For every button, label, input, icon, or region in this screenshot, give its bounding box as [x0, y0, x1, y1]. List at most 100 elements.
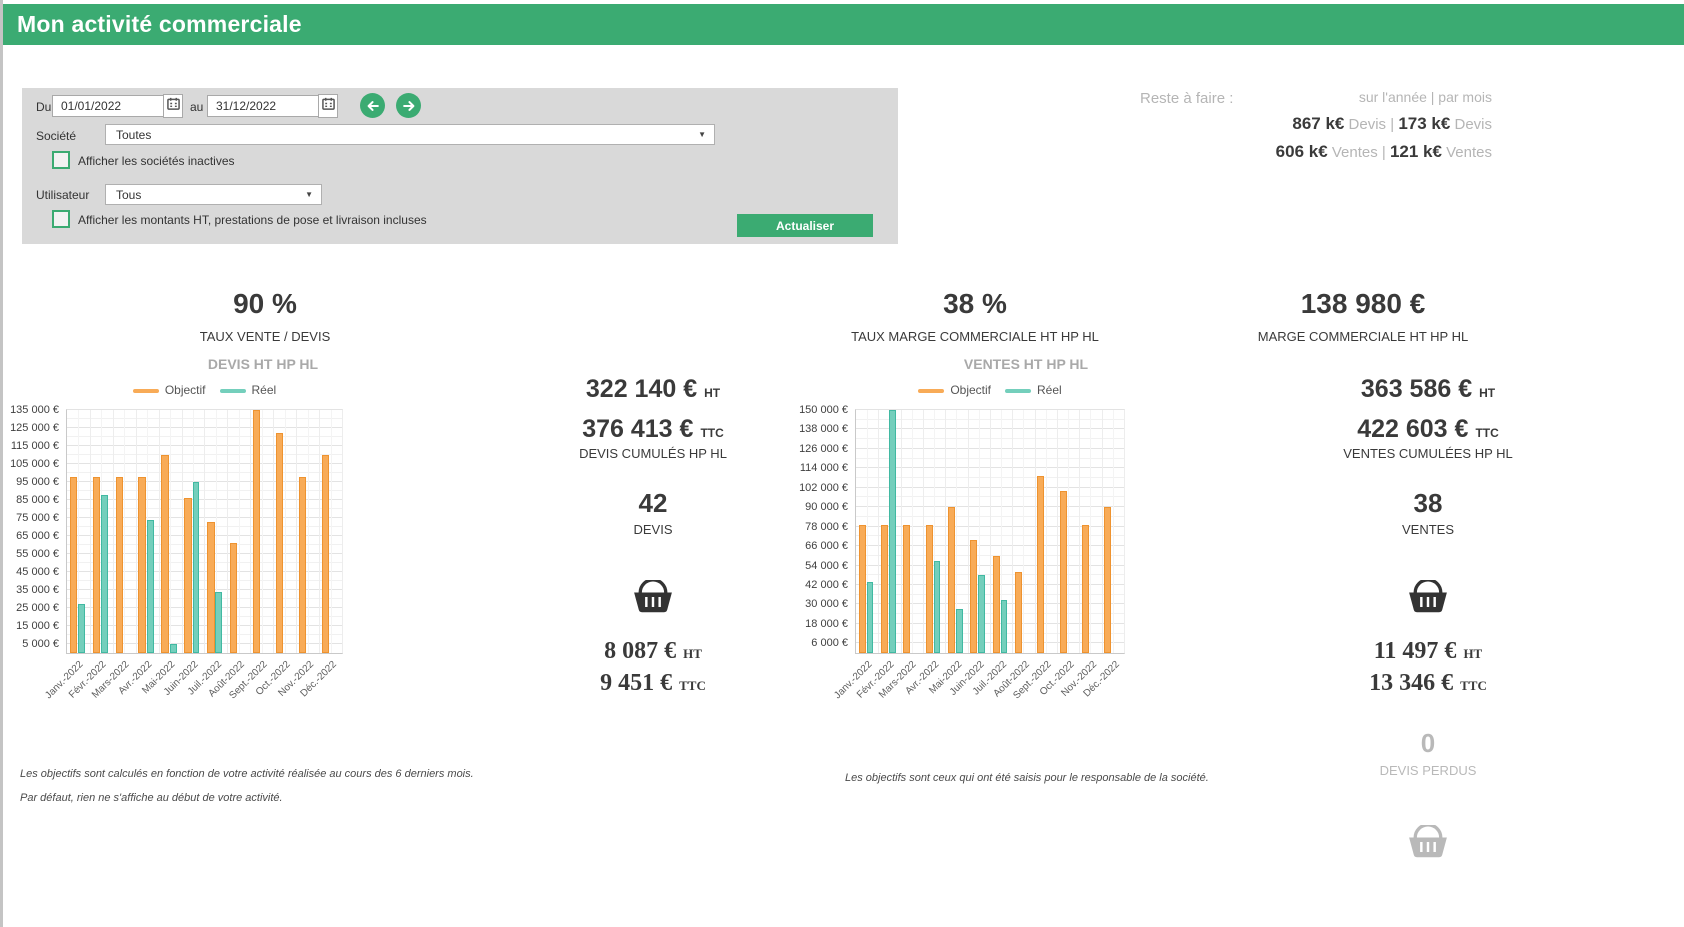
reste-devis-month-unit: Devis: [1454, 116, 1492, 133]
bar-group: [227, 410, 252, 653]
previous-period-button[interactable]: [360, 93, 385, 118]
bar-reel: [215, 591, 223, 653]
bar-group: [205, 410, 229, 653]
kpi-taux-marge-label: TAUX MARGE COMMERCIALE HT HP HL: [851, 329, 1099, 344]
ventes-avg-ht: 11 497 € HT: [1228, 638, 1628, 665]
ventes-basket-icon: [1408, 578, 1448, 619]
legend-swatch-objectif: [132, 388, 159, 393]
gridline: [67, 409, 342, 410]
legend-item: Objectif: [918, 383, 991, 397]
bar-reel: [978, 575, 986, 653]
bar-group: [923, 410, 947, 653]
y-tick-label: 90 000 €: [805, 501, 848, 514]
ventes-cumul-ht-value: 363 586 €: [1360, 375, 1473, 403]
next-period-button[interactable]: [396, 93, 421, 118]
refresh-button[interactable]: Actualiser: [737, 214, 873, 237]
show-inactive-companies-checkbox[interactable]: [52, 151, 70, 169]
window-left-edge: [0, 0, 3, 927]
y-tick-label: 105 000 €: [10, 458, 59, 470]
bar-group: [136, 410, 160, 653]
date-to-input[interactable]: 31/12/2022: [207, 95, 327, 117]
bar-group: [182, 410, 206, 653]
reste-ventes-year-unit: Ventes: [1331, 144, 1378, 161]
company-select[interactable]: Toutes ▼: [105, 124, 715, 145]
y-tick-label: 115 000 €: [10, 440, 59, 452]
bar-objectif: [1037, 476, 1045, 653]
bar-group: [1012, 410, 1036, 653]
page-title: Mon activité commerciale: [17, 11, 302, 37]
y-tick-label: 25 000 €: [16, 602, 59, 614]
ventes-cumul-ttc-value: 422 603 €: [1357, 415, 1469, 443]
devis-cumul-ttc-suffix: TTC: [700, 426, 724, 440]
date-to-calendar-button[interactable]: [318, 94, 338, 118]
legend-swatch-objectif: [918, 388, 945, 393]
devis-cumul-ht-value: 322 140 €: [585, 375, 698, 403]
devis-perdus-label: DEVIS PERDUS: [1379, 763, 1477, 778]
bar-objectif: [881, 525, 889, 653]
bar-group: [968, 410, 991, 653]
devis-cumul-label: DEVIS CUMULÉS HP HL: [579, 446, 727, 461]
ventes-cumul-ht-suffix: HT: [1479, 386, 1496, 400]
bar-group: [67, 410, 91, 653]
devis-chart-title: DEVIS HT HP HL: [207, 356, 319, 372]
bar-objectif: [115, 476, 123, 653]
show-inactive-companies-label: Afficher les sociétés inactives: [78, 154, 235, 168]
bar-objectif: [92, 476, 100, 653]
y-tick-label: 55 000 €: [16, 548, 59, 560]
arrow-right-icon: [402, 99, 416, 113]
filter-panel: Du 01/01/2022 au 31/12/2022 Société Tout: [22, 88, 898, 244]
date-from-label: Du: [36, 100, 52, 114]
user-select[interactable]: Tous ▼: [105, 184, 322, 205]
kpi-marge-value: 138 980 €: [1300, 288, 1426, 319]
devis-chart-legend: Objectif Réel: [66, 383, 343, 403]
bar-group: [113, 410, 137, 653]
bar-reel: [956, 609, 963, 653]
y-tick-label: 18 000 €: [805, 617, 848, 630]
user-label: Utilisateur: [36, 188, 90, 202]
bar-group: [159, 410, 183, 653]
ventes-cumul-ttc-suffix: TTC: [1475, 426, 1499, 440]
devis-cumul-ht: 322 140 € HT: [453, 375, 853, 404]
devis-count-label: DEVIS: [633, 522, 673, 537]
gridline: [856, 409, 1124, 410]
devis-summary-column: 322 140 € HT 376 413 € TTC DEVIS CUMULÉS…: [453, 375, 853, 735]
show-amounts-ht-label: Afficher les montants HT, prestations de…: [78, 213, 427, 227]
date-from-calendar-button[interactable]: [163, 94, 183, 118]
show-amounts-ht-checkbox[interactable]: [52, 210, 70, 228]
bar-group: [990, 410, 1014, 653]
bar-objectif: [69, 476, 78, 653]
y-tick-label: 65 000 €: [16, 530, 59, 542]
legend-swatch-reel: [219, 388, 246, 393]
ventes-avg-ht-suffix: HT: [1463, 646, 1483, 661]
ventes-chart-plot: 150 000 € 138 000 € 126 000 € 114 000 € 102 …: [799, 404, 1125, 654]
y-tick-label: 66 000 €: [805, 540, 848, 553]
devis-chart: DEVIS HT HP HL Objectif Réel 135 000 € 125…: [8, 356, 348, 716]
bar-objectif: [970, 539, 978, 653]
bar-objectif: [253, 410, 261, 653]
bar-objectif: [925, 525, 933, 653]
reste-devis-year-value: 867 k€: [1292, 114, 1345, 133]
devis-footnote-line2: Par défaut, rien ne s'affiche au début d…: [20, 792, 283, 804]
bar-objectif: [858, 525, 866, 653]
y-tick-label: 35 000 €: [16, 584, 59, 596]
ventes-count-label: VENTES: [1401, 522, 1454, 537]
ventes-avg-ttc-value: 13 346 €: [1369, 670, 1454, 696]
ventes-chart-legend: Objectif Réel: [855, 383, 1125, 403]
bar-objectif: [275, 433, 284, 653]
reste-separator: |: [1381, 144, 1386, 161]
date-from-input[interactable]: 01/01/2022: [52, 95, 172, 117]
bar-objectif: [1015, 572, 1023, 653]
bar-group: [901, 410, 924, 653]
bar-group: [319, 410, 343, 653]
bar-objectif: [161, 455, 169, 653]
kpi-marge-label: MARGE COMMERCIALE HT HP HL: [1257, 329, 1469, 344]
devis-avg-ttc-suffix: TTC: [679, 678, 706, 693]
y-tick-label: 135 000 €: [10, 404, 59, 416]
reste-period-header: sur l'année | par mois: [1358, 89, 1492, 105]
ventes-avg-ttc-suffix: TTC: [1460, 678, 1487, 693]
ventes-chart-x-axis: Janv.-2022 Févr.-2022 Mars-2022 Avr.-2022 Ma…: [832, 654, 1125, 716]
devis-chart-plot: 135 000 € 125 000 € 115 000 € 105 000 € 95 0…: [10, 404, 343, 654]
bar-group: [1057, 410, 1081, 653]
bar-objectif: [1104, 507, 1112, 653]
reste-ventes-month-unit: Ventes: [1446, 144, 1492, 161]
